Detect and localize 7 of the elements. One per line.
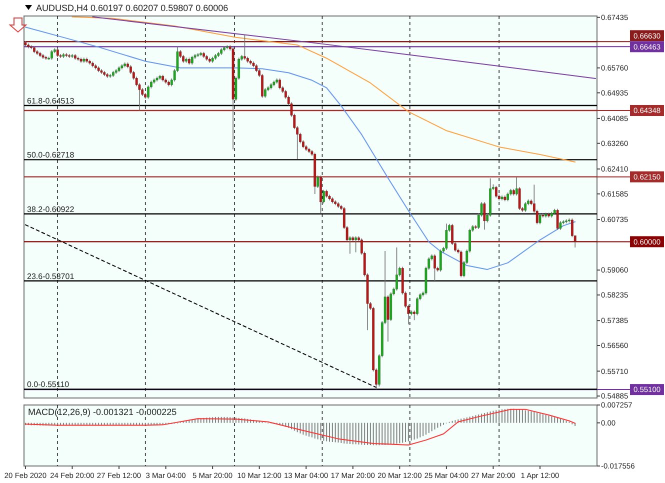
annotation: 50.0-0.62718 [27, 150, 75, 160]
annotation: 0.0-0.55110 [27, 380, 70, 390]
annotation: 38.2-0.60922 [27, 204, 75, 214]
chart-title: AUDUSD,H4 0.60197 0.60207 0.59807 0.60006 [36, 3, 228, 13]
annotation: 23.6-0.58701 [27, 272, 75, 281]
chart-title: MACD(12,26,9) -0.001321 -0.000225 [28, 407, 177, 417]
annotation: 61.8-0.64513 [27, 96, 75, 106]
